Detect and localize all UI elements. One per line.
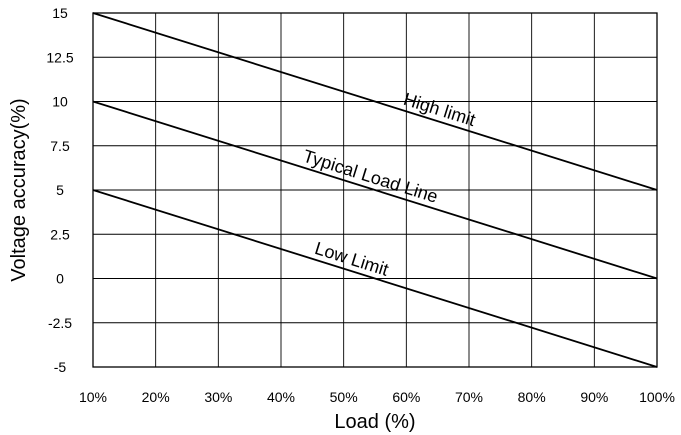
y-tick-label-6: 0 <box>56 271 64 287</box>
x-tick-label-2: 30% <box>204 389 232 405</box>
y-tick-label-1: 12.5 <box>46 49 73 65</box>
series-label-2: Low Limit <box>312 238 391 280</box>
series-line-0 <box>92 12 658 191</box>
x-tick-label-9: 100% <box>639 389 675 405</box>
y-axis-label: Voltage accuracy(%) <box>8 98 30 281</box>
x-tick-label-7: 80% <box>518 389 546 405</box>
y-tick-label-8: -5 <box>54 359 67 375</box>
x-axis-label: Load (%) <box>334 411 415 433</box>
series-label-0: High limit <box>401 89 478 130</box>
y-tick-label-7: -2.5 <box>48 315 72 331</box>
y-tick-labels: 15 12.5 10 7.5 5 2.5 0 -2.5 -5 <box>46 5 73 375</box>
x-tick-label-4: 50% <box>330 389 358 405</box>
x-tick-label-0: 10% <box>79 389 107 405</box>
x-tick-label-1: 20% <box>142 389 170 405</box>
y-tick-label-3: 7.5 <box>50 138 70 154</box>
y-tick-label-0: 15 <box>52 5 68 21</box>
y-tick-label-4: 5 <box>56 182 64 198</box>
series-line-1 <box>92 100 658 280</box>
x-tick-label-6: 70% <box>455 389 483 405</box>
series-lines <box>92 12 658 368</box>
y-tick-label-2: 10 <box>52 94 68 110</box>
x-tick-label-5: 60% <box>392 389 420 405</box>
x-tick-label-3: 40% <box>267 389 295 405</box>
series-labels: High limit Typical Load Line Low Limit <box>301 89 478 280</box>
x-tick-label-8: 90% <box>580 389 608 405</box>
x-tick-labels: 10% 20% 30% 40% 50% 60% 70% 80% 90% 100% <box>79 389 675 405</box>
series-label-1: Typical Load Line <box>301 146 441 207</box>
y-tick-label-5: 2.5 <box>50 226 70 242</box>
series-line-2 <box>92 189 658 368</box>
